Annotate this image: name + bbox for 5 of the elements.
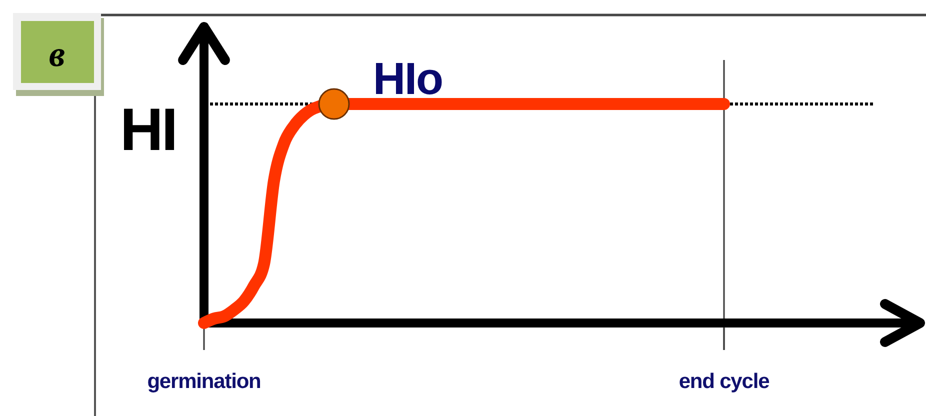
annotation: HIo [373,53,442,104]
y-axis-title: HI [120,96,176,163]
chart-title: в [48,34,66,74]
x-tick-label: germination [147,370,261,393]
x-tick-label: end cycle [678,370,770,393]
